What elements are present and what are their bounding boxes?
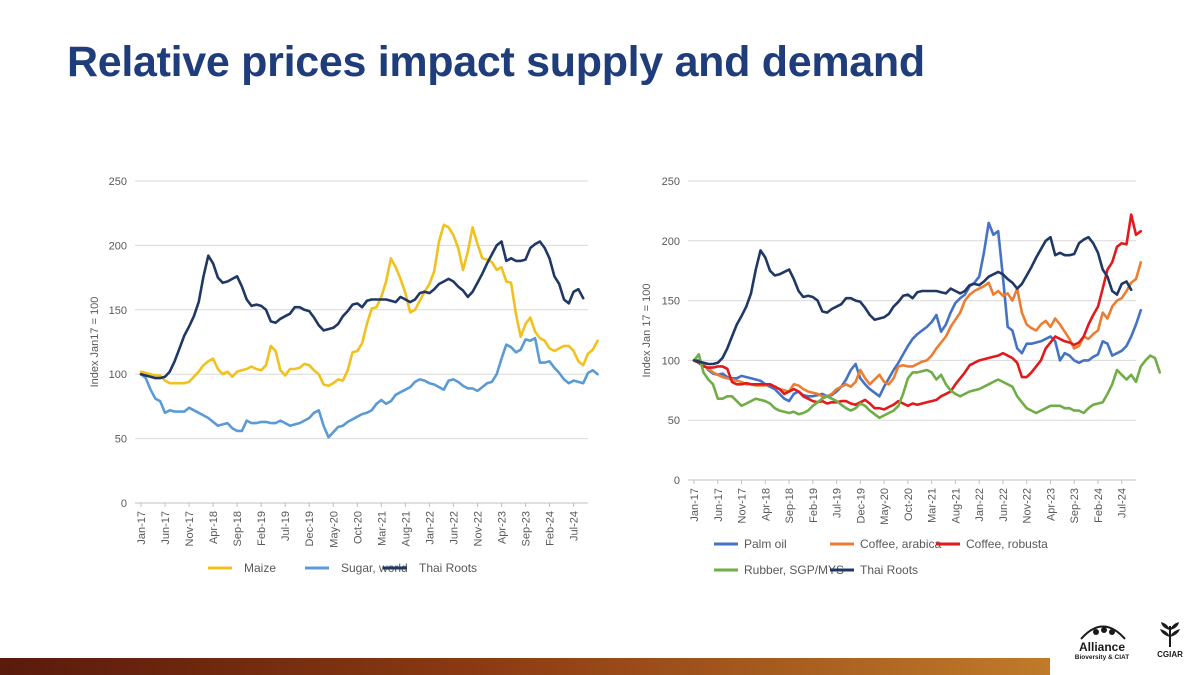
x-tick-label: Jul-24 bbox=[569, 511, 581, 541]
x-tick-label: May-20 bbox=[328, 511, 340, 548]
x-tick-label: Aug-21 bbox=[400, 511, 412, 546]
cgiar-wheat-icon bbox=[1160, 622, 1180, 647]
x-tick-label: May-20 bbox=[879, 488, 891, 525]
x-tick-label: Dec-19 bbox=[855, 488, 867, 523]
x-tick-label: Mar-21 bbox=[927, 488, 939, 523]
legend-label-palm-oil: Palm oil bbox=[744, 537, 787, 551]
cgiar-logo: CGIAR bbox=[1150, 620, 1190, 665]
x-tick-label: Jul-19 bbox=[280, 511, 292, 541]
x-tick-label: Apr-23 bbox=[496, 511, 508, 544]
cgiar-logo-name: CGIAR bbox=[1157, 650, 1183, 659]
x-tick-label: Jun-17 bbox=[160, 511, 172, 545]
series-line-coffee-arabica bbox=[692, 261, 1143, 398]
y-tick-label: 0 bbox=[121, 498, 127, 510]
x-tick-label: Nov-22 bbox=[1022, 488, 1034, 523]
x-tick-label: Sep-23 bbox=[1069, 488, 1081, 523]
y-axis-label: Index Jan17 = 100 bbox=[89, 297, 101, 388]
series-line-coffee-robusta bbox=[692, 213, 1143, 411]
x-tick-label: Apr-18 bbox=[208, 511, 220, 544]
left-line-chart: 0 50 100 150 200 250 Index Jan17 = 100 Jan-17 Ju… bbox=[60, 165, 620, 595]
x-tick-label: Sep-18 bbox=[784, 488, 796, 523]
legend-label-rubber-sgp-mys: Rubber, SGP/MYS bbox=[744, 563, 844, 577]
alliance-logo: Alliance Bioversity & CIAT bbox=[1062, 620, 1142, 665]
x-tick-label: Feb-19 bbox=[256, 511, 268, 546]
y-tick-label: 200 bbox=[109, 240, 127, 252]
y-tick-label: 100 bbox=[109, 369, 127, 381]
x-tick-label: Aug-21 bbox=[950, 488, 962, 523]
legend-label-thai-roots: Thai Roots bbox=[860, 563, 918, 577]
x-tick-label: Jan-22 bbox=[424, 511, 436, 545]
x-tick-label: Feb-24 bbox=[1093, 488, 1105, 523]
y-tick-label: 250 bbox=[662, 176, 680, 188]
chart-svg: 0 50 100 150 200 250 Index Jan17 = 100 Jan-17 Ju… bbox=[89, 176, 599, 575]
x-tick-label: Jan-17 bbox=[689, 488, 701, 522]
alliance-logo-name: Alliance bbox=[1078, 640, 1126, 654]
y-tick-label: 100 bbox=[662, 355, 680, 367]
legend-label-coffee-arabica: Coffee, arabica bbox=[860, 537, 941, 551]
x-tick-label: Feb-19 bbox=[808, 488, 820, 523]
series-line-thai-roots bbox=[139, 240, 585, 380]
y-tick-label: 150 bbox=[109, 305, 127, 317]
x-tick-label: Feb-24 bbox=[545, 511, 557, 546]
series-line-rubber-sgp-mys bbox=[692, 353, 1162, 420]
y-tick-label: 0 bbox=[674, 475, 680, 487]
x-tick-label: Oct-20 bbox=[903, 488, 915, 521]
series-line-maize bbox=[139, 223, 599, 388]
legend-label-coffee-robusta: Coffee, robusta bbox=[966, 537, 1048, 551]
right-line-chart: 0 50 100 150 200 250 Index Jan 17 = 100 Jan-17 J… bbox=[630, 165, 1170, 595]
slide-title: Relative prices impact supply and demand bbox=[67, 38, 925, 86]
series-line-thai-roots bbox=[692, 235, 1133, 366]
x-tick-label: Sep-23 bbox=[521, 511, 533, 546]
y-tick-label: 150 bbox=[662, 296, 680, 308]
series-line-sugar-world bbox=[139, 336, 599, 439]
x-tick-label: Jun-22 bbox=[998, 488, 1010, 522]
x-tick-label: Apr-18 bbox=[760, 488, 772, 521]
x-tick-label: Nov-17 bbox=[184, 511, 196, 546]
x-tick-label: Jun-22 bbox=[448, 511, 460, 545]
chart-svg: 0 50 100 150 200 250 Index Jan 17 = 100 Jan-17 J… bbox=[641, 176, 1162, 577]
x-tick-label: Jun-17 bbox=[713, 488, 725, 522]
y-tick-label: 50 bbox=[668, 415, 680, 427]
y-tick-label: 50 bbox=[115, 434, 127, 446]
x-tick-label: Jul-19 bbox=[832, 488, 844, 518]
x-tick-label: Nov-22 bbox=[472, 511, 484, 546]
x-tick-label: Mar-21 bbox=[376, 511, 388, 546]
x-tick-label: Sep-18 bbox=[232, 511, 244, 546]
x-tick-label: Apr-23 bbox=[1045, 488, 1057, 521]
y-tick-label: 200 bbox=[662, 236, 680, 248]
alliance-emblem-icon bbox=[1080, 625, 1126, 640]
y-tick-label: 250 bbox=[109, 176, 127, 188]
alliance-logo-subtitle: Bioversity & CIAT bbox=[1074, 654, 1130, 661]
x-tick-label: Jan-22 bbox=[974, 488, 986, 522]
legend-label-thai-roots: Thai Roots bbox=[419, 561, 477, 575]
legend-label-maize: Maize bbox=[244, 561, 276, 575]
footer-bar bbox=[0, 658, 1050, 675]
x-tick-label: Jan-17 bbox=[136, 511, 148, 545]
x-tick-label: Oct-20 bbox=[352, 511, 364, 544]
x-tick-label: Nov-17 bbox=[737, 488, 749, 523]
legend-label-sugar-world: Sugar, world bbox=[341, 561, 408, 575]
y-axis-label: Index Jan 17 = 100 bbox=[641, 284, 653, 378]
x-tick-label: Dec-19 bbox=[304, 511, 316, 546]
x-tick-label: Jul-24 bbox=[1117, 488, 1129, 518]
